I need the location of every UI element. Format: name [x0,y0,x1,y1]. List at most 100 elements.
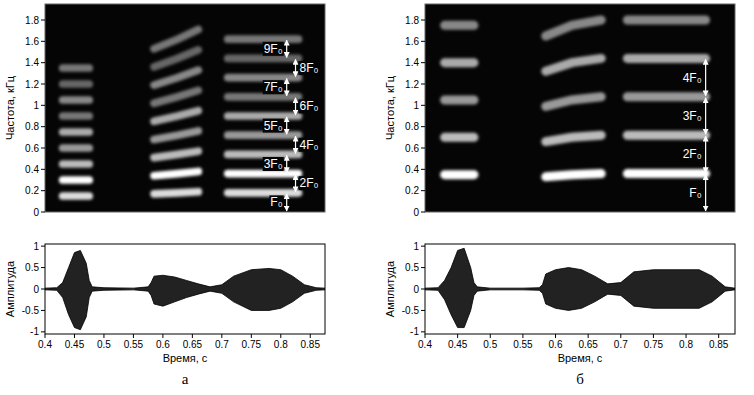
harmonic-band [63,111,299,132]
harmonic-band [63,30,299,68]
y-tick-label: 0.8 [25,121,39,132]
harmonic-label: 5F₀ [264,119,283,133]
label-patch [299,61,320,75]
y-tick [41,310,45,311]
y-tick [41,190,45,191]
y-tick-label: 1.2 [405,79,419,90]
harmonic-band [63,70,299,100]
harmonic-label: 2F₀ [300,176,319,190]
y-tick-label: 0 [33,207,39,218]
plot-background [45,4,325,212]
x-tick [221,334,222,338]
x-tick [162,334,163,338]
y-tick [41,212,45,213]
x-tick [555,334,556,338]
x-tick [620,334,621,338]
y-tick-label: 0.4 [405,164,419,175]
y-tick [41,62,45,63]
x-tick [310,334,311,338]
y-axis-title: Частота, кГц [384,75,396,140]
label-patch [682,109,703,123]
x-tick-label: 0.55 [124,339,144,350]
plot-frame [45,4,325,212]
harmonic-band [445,58,706,71]
y-tick-label: 1.4 [25,57,39,68]
x-tick-label: 0.65 [183,339,203,350]
x-tick-label: 0.75 [644,339,664,350]
y-tick [41,289,45,290]
y-tick [41,84,45,85]
x-tick-label: 0.5 [483,339,497,350]
harmonic-band [445,135,706,141]
y-tick-label: 0.8 [405,121,419,132]
label-patch [299,138,320,152]
harmonic-arrow [705,136,706,172]
harmonic-arrow [295,136,296,153]
harmonic-label: 3F₀ [264,157,283,171]
harmonic-arrow [286,155,287,172]
plot-background [45,244,325,334]
label-patch [682,147,703,161]
y-tick-label: 1.2 [25,79,39,90]
y-tick [421,267,425,268]
x-tick-label: 0.8 [679,339,693,350]
data-group [445,20,706,177]
y-tick-label: 0 [413,284,419,295]
x-tick [490,334,491,338]
y-tick [421,84,425,85]
y-tick-label: 0.5 [405,262,419,273]
y-tick [421,41,425,42]
y-tick [421,212,425,213]
y-tick-label: 1.8 [405,15,419,26]
harmonic-arrow [295,98,296,115]
x-tick-label: 0.45 [448,339,468,350]
x-tick-label: 0.5 [97,339,111,350]
y-axis-title: Амплитуда [384,260,396,317]
harmonic-band [63,171,299,180]
harmonic-arrow [286,40,287,57]
y-tick [421,148,425,149]
harmonic-arrow [705,98,706,134]
y-tick-label: 0 [33,284,39,295]
harmonic-arrow [705,59,706,95]
y-tick [41,246,45,247]
label-patch [299,99,320,113]
y-tick [421,105,425,106]
harmonic-label: 7F₀ [264,80,283,94]
x-tick [192,334,193,338]
harmonic-band [445,174,706,177]
y-tick [41,169,45,170]
x-tick [45,334,46,338]
panel-letter: б [576,371,584,387]
y-tick [41,267,45,268]
panel-letter: а [182,371,189,387]
y-tick-label: 0.6 [405,143,419,154]
x-tick-label: 0.6 [549,339,563,350]
harmonic-arrow [295,175,296,192]
y-tick-label: -1 [30,326,39,337]
harmonic-band [445,20,706,36]
x-tick [103,334,104,338]
x-tick-label: 0.75 [242,339,262,350]
y-tick-label: 1.6 [25,36,39,47]
y-tick [421,126,425,127]
panel: 00.20.40.60.811.21.41.61.8Частота, кГцF₀… [384,4,735,218]
harmonic-label: F₀ [270,195,282,209]
y-axis-title: Частота, кГц [4,75,16,140]
annotations: F₀2F₀3F₀4F₀5F₀6F₀7F₀8F₀9F₀ [263,40,320,211]
y-tick-label: 1.4 [405,57,419,68]
x-tick [425,334,426,338]
bands [63,30,299,196]
harmonic-band [63,90,299,116]
data-group [425,248,735,327]
plot-background [425,244,735,334]
x-tick-label: 0.4 [38,339,52,350]
plot-frame [425,4,735,212]
x-tick-label: 0.8 [274,339,288,350]
harmonic-arrow [286,194,287,211]
data-group [63,30,299,196]
harmonic-label: 4F₀ [300,138,319,152]
x-tick [588,334,589,338]
y-tick-label: 0.5 [25,262,39,273]
x-tick-label: 0.7 [215,339,229,350]
